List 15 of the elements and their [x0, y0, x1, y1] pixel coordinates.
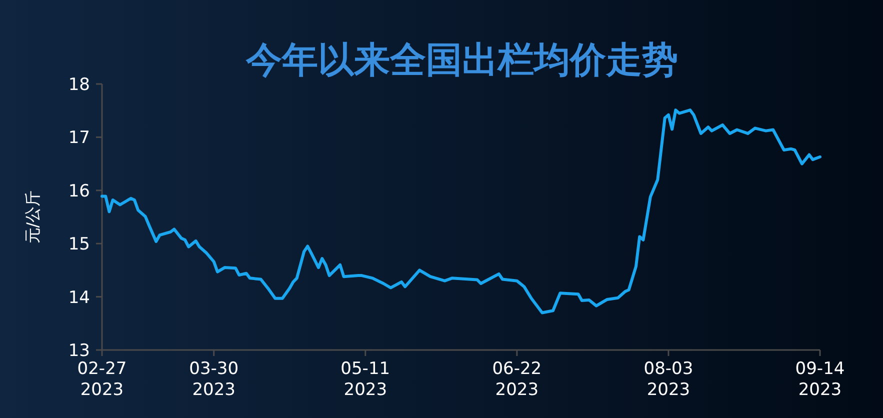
x-tick-label: 06-22 2023 [492, 359, 542, 400]
x-tick-label: 05-11 2023 [340, 359, 390, 400]
x-tick-label: 02-27 2023 [77, 359, 127, 400]
y-tick-label: 14 [68, 288, 90, 308]
y-tick-label: 17 [68, 128, 90, 148]
y-tick-label: 16 [68, 181, 90, 202]
y-tick-label: 18 [68, 75, 90, 95]
y-axis-title: 元/公斤 [23, 190, 42, 244]
x-tick-label: 03-30 2023 [189, 359, 239, 400]
x-tick-label: 08-03 2023 [644, 359, 694, 400]
chart-title: 今年以来全国出栏均价走势 [245, 40, 678, 81]
y-tick-label: 15 [68, 234, 90, 255]
x-tick-label: 09-14 2023 [795, 359, 845, 400]
line-series [100, 108, 822, 314]
y-tick-label: 13 [68, 341, 90, 361]
